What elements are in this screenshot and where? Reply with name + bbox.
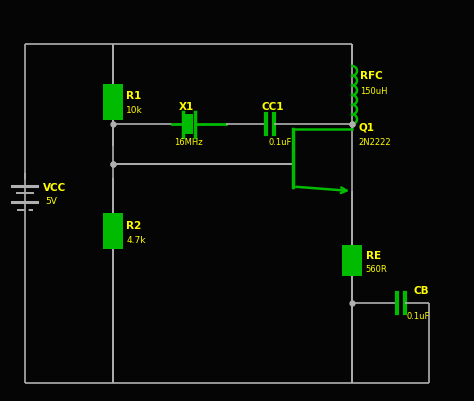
Text: Q1: Q1 <box>359 122 375 132</box>
Bar <box>103 85 123 120</box>
Bar <box>342 245 362 276</box>
Text: VCC: VCC <box>43 183 66 193</box>
Text: 560R: 560R <box>365 264 387 273</box>
Text: CB: CB <box>413 286 428 296</box>
Text: 2N2222: 2N2222 <box>359 137 392 146</box>
Text: R2: R2 <box>127 220 142 230</box>
Text: 5V: 5V <box>45 197 57 206</box>
Text: 150uH: 150uH <box>360 87 388 96</box>
Text: RFC: RFC <box>360 71 383 81</box>
Text: 16MHz: 16MHz <box>174 138 202 147</box>
Text: CC1: CC1 <box>262 101 284 111</box>
Text: X1: X1 <box>178 101 193 111</box>
Bar <box>103 214 123 249</box>
Text: R1: R1 <box>127 91 142 101</box>
Text: 4.7k: 4.7k <box>127 235 146 244</box>
Text: 0.1uF: 0.1uF <box>269 138 292 147</box>
Text: RE: RE <box>365 250 381 260</box>
Text: 10k: 10k <box>127 106 143 115</box>
Bar <box>185 115 193 135</box>
Text: 0.1uF: 0.1uF <box>406 311 429 320</box>
